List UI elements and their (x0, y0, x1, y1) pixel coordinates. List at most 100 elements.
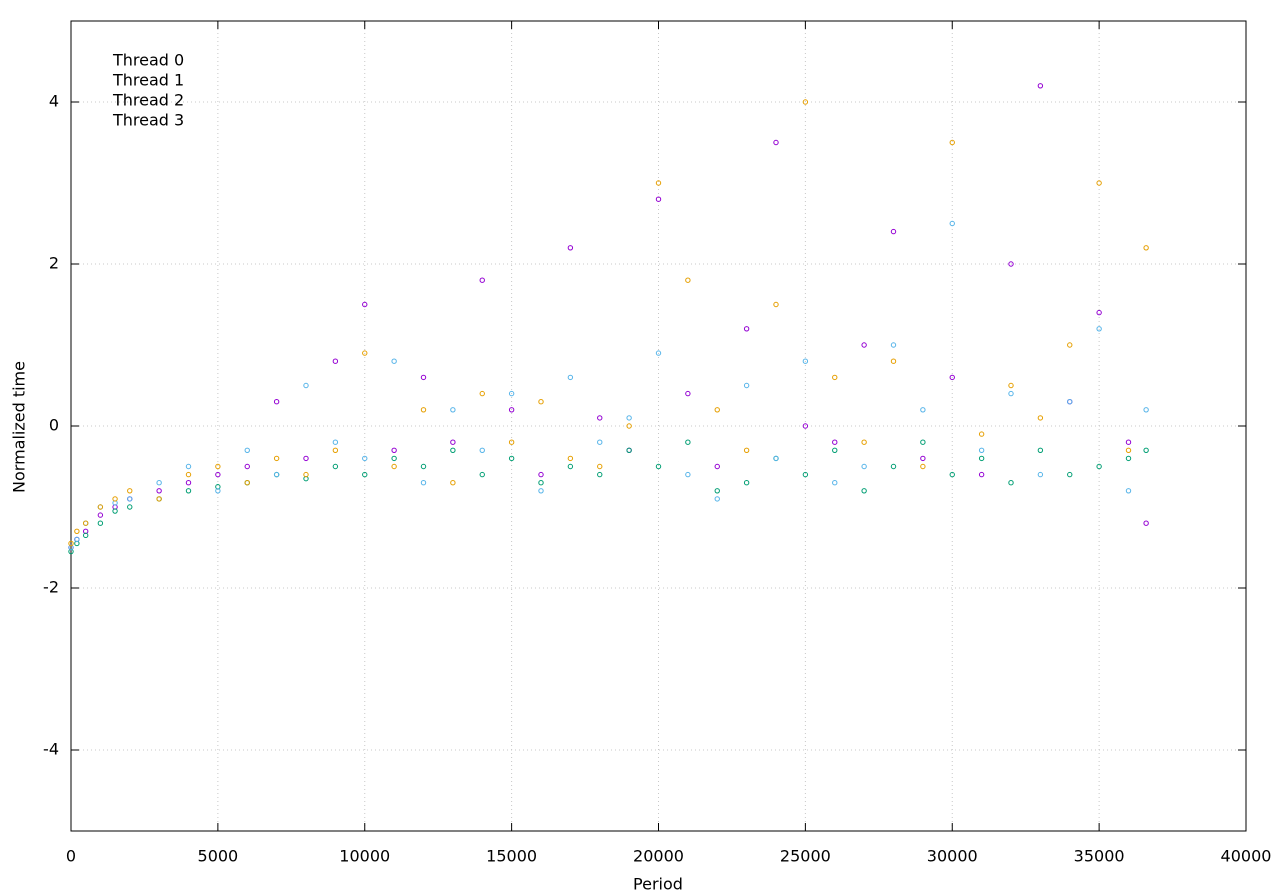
point (420, 463, 427, 470)
point (1143, 407, 1149, 413)
point (332, 439, 339, 445)
point (112, 496, 118, 502)
point (920, 407, 926, 413)
point (74, 528, 80, 534)
point (743, 382, 750, 389)
point (538, 480, 544, 486)
point (244, 480, 250, 486)
point (920, 455, 926, 462)
point (273, 471, 280, 478)
point (832, 439, 838, 445)
point (597, 463, 603, 470)
legend-label: Thread 2 (112, 91, 184, 110)
point (714, 407, 720, 413)
point (714, 488, 720, 494)
x-tick-label: 10000 (339, 847, 390, 866)
point (479, 390, 485, 397)
point (597, 415, 603, 421)
legend-label: Thread 3 (112, 111, 184, 130)
point (112, 508, 118, 514)
point (538, 488, 544, 494)
point (626, 423, 632, 429)
point (332, 447, 339, 453)
point (567, 455, 574, 462)
point (655, 196, 662, 202)
point (362, 301, 368, 308)
point (890, 228, 897, 235)
point (362, 350, 368, 356)
point (97, 504, 104, 510)
point (949, 139, 955, 146)
point (1008, 390, 1014, 397)
point (244, 463, 250, 470)
point (82, 532, 89, 539)
point (420, 407, 427, 413)
legend-label: Thread 0 (112, 51, 184, 70)
point (861, 488, 867, 494)
point (626, 415, 632, 421)
x-tick-label: 25000 (780, 847, 831, 866)
point (1008, 261, 1014, 267)
y-tick-label: 2 (49, 254, 59, 273)
point (1037, 447, 1044, 453)
point (185, 480, 192, 486)
point (1143, 520, 1149, 526)
point (273, 399, 280, 405)
point (508, 407, 515, 413)
point (1125, 455, 1132, 462)
point (479, 447, 485, 453)
point (1096, 309, 1102, 316)
point (450, 439, 456, 445)
point (890, 358, 897, 364)
point (685, 390, 691, 397)
point (1008, 480, 1014, 486)
point (479, 277, 485, 283)
point (156, 496, 162, 502)
point (685, 471, 691, 478)
point (244, 447, 250, 453)
point (597, 439, 603, 445)
point (538, 471, 544, 478)
point (949, 471, 955, 478)
point (273, 455, 280, 462)
x-tick-label: 15000 (486, 847, 537, 866)
point (391, 455, 397, 462)
legend-label: Thread 1 (112, 71, 184, 90)
point (1008, 382, 1014, 389)
point (1125, 447, 1132, 453)
point (714, 496, 720, 502)
point (1125, 439, 1132, 445)
plot-frame (70, 20, 1247, 832)
point (626, 447, 632, 453)
point (920, 463, 926, 470)
point (978, 455, 985, 462)
point (978, 447, 985, 453)
point (97, 520, 104, 526)
point (215, 471, 221, 478)
point (538, 399, 544, 405)
point (802, 471, 809, 478)
point (450, 407, 456, 413)
point (450, 480, 456, 486)
point (655, 463, 662, 470)
point (185, 488, 192, 494)
point (861, 463, 867, 470)
point (1067, 399, 1073, 405)
point (1096, 326, 1102, 332)
point (1067, 342, 1073, 348)
point (978, 431, 985, 437)
y-tick-label: -2 (43, 578, 59, 597)
point (508, 390, 515, 397)
point (949, 374, 955, 381)
point (832, 480, 838, 486)
point (68, 540, 74, 547)
point (597, 471, 603, 478)
point (391, 463, 397, 470)
point (978, 471, 985, 478)
point (655, 180, 662, 186)
point (420, 374, 427, 381)
point (332, 463, 339, 470)
point (1037, 83, 1044, 89)
y-tick-label: 0 (49, 416, 59, 435)
x-tick-label: 35000 (1074, 847, 1125, 866)
